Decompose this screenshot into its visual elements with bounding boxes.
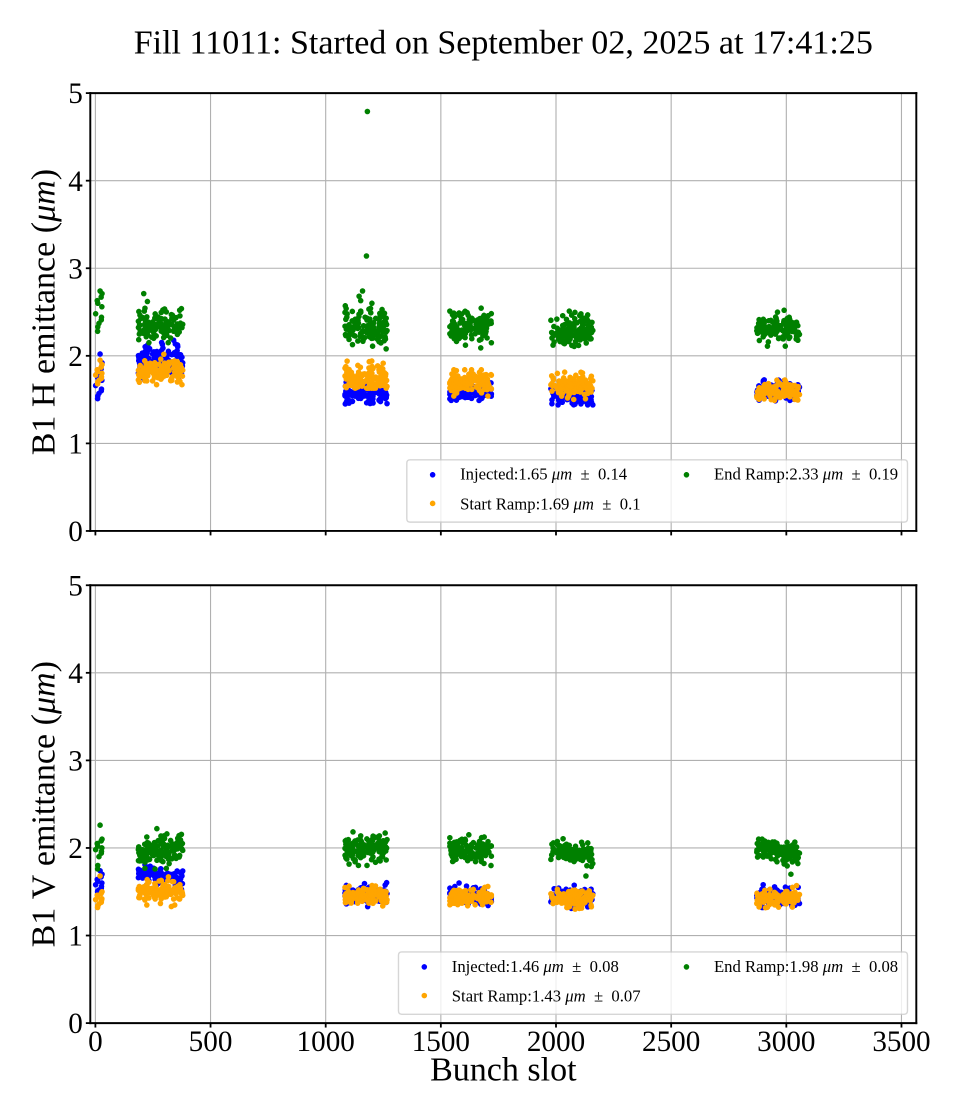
svg-text:3: 3 bbox=[68, 253, 83, 285]
svg-text:0: 0 bbox=[88, 1026, 103, 1058]
svg-text:End Ramp:1.98 ± 0.08μm: End Ramp:1.98 ± 0.08μm bbox=[714, 957, 898, 976]
svg-text:B1 H emittance ()μm: B1 H emittance ()μm bbox=[25, 169, 62, 455]
svg-text:1500: 1500 bbox=[412, 1026, 470, 1058]
svg-text:2: 2 bbox=[68, 833, 83, 865]
svg-text:0: 0 bbox=[68, 516, 83, 548]
svg-text:4: 4 bbox=[68, 658, 83, 690]
svg-text:2: 2 bbox=[68, 341, 83, 373]
svg-text:5: 5 bbox=[68, 78, 83, 110]
svg-text:Start Ramp:1.69 ± 0.1μm: Start Ramp:1.69 ± 0.1μm bbox=[460, 494, 640, 513]
svg-text:5: 5 bbox=[68, 570, 83, 602]
svg-text:3: 3 bbox=[68, 746, 83, 778]
svg-text:500: 500 bbox=[189, 1026, 233, 1058]
svg-text:2000: 2000 bbox=[527, 1026, 585, 1058]
svg-text:Injected:1.46 ± 0.08μm: Injected:1.46 ± 0.08μm bbox=[452, 957, 619, 976]
svg-text:Start Ramp:1.43 ± 0.07μm: Start Ramp:1.43 ± 0.07μm bbox=[452, 986, 641, 1005]
svg-text:Injected:1.65 ± 0.14μm: Injected:1.65 ± 0.14μm bbox=[460, 465, 628, 484]
svg-text:1: 1 bbox=[68, 428, 83, 460]
svg-text:2500: 2500 bbox=[642, 1026, 700, 1058]
svg-text:B1 V emittance ()μm: B1 V emittance ()μm bbox=[25, 661, 62, 947]
svg-text:4: 4 bbox=[68, 166, 83, 198]
svg-text:End Ramp:2.33 ± 0.19μm: End Ramp:2.33 ± 0.19μm bbox=[714, 465, 898, 484]
svg-text:3500: 3500 bbox=[872, 1026, 930, 1058]
svg-text:Fill 11011: Started on Septemb: Fill 11011: Started on September 02, 202… bbox=[134, 25, 873, 62]
svg-text:1000: 1000 bbox=[297, 1026, 355, 1058]
svg-text:Bunch slot: Bunch slot bbox=[430, 1051, 577, 1088]
svg-text:3000: 3000 bbox=[757, 1026, 815, 1058]
svg-text:1: 1 bbox=[68, 921, 83, 953]
svg-text:0: 0 bbox=[68, 1008, 83, 1040]
